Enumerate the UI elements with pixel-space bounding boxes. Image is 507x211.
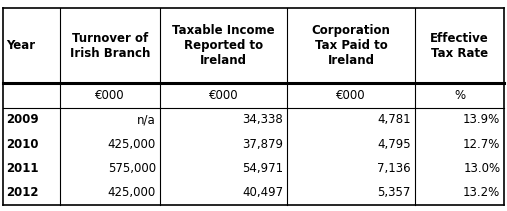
Text: 4,781: 4,781 [377, 113, 411, 126]
Text: 40,497: 40,497 [242, 186, 283, 199]
Text: 2009: 2009 [7, 113, 39, 126]
Text: Year: Year [7, 39, 35, 52]
Text: 13.9%: 13.9% [463, 113, 500, 126]
Text: 4,795: 4,795 [377, 138, 411, 150]
Text: €000: €000 [336, 89, 366, 102]
Text: 13.2%: 13.2% [463, 186, 500, 199]
Text: 2011: 2011 [7, 162, 39, 175]
Text: 12.7%: 12.7% [463, 138, 500, 150]
Text: 2010: 2010 [7, 138, 39, 150]
Text: 575,000: 575,000 [107, 162, 156, 175]
Text: 425,000: 425,000 [107, 186, 156, 199]
Text: Effective
Tax Rate: Effective Tax Rate [430, 32, 489, 60]
Text: 7,136: 7,136 [377, 162, 411, 175]
Text: n/a: n/a [137, 113, 156, 126]
Text: 13.0%: 13.0% [463, 162, 500, 175]
Text: 34,338: 34,338 [243, 113, 283, 126]
Text: 425,000: 425,000 [107, 138, 156, 150]
Text: €000: €000 [95, 89, 125, 102]
Text: 5,357: 5,357 [378, 186, 411, 199]
Text: Turnover of
Irish Branch: Turnover of Irish Branch [69, 32, 150, 60]
Text: 37,879: 37,879 [242, 138, 283, 150]
Text: Taxable Income
Reported to
Ireland: Taxable Income Reported to Ireland [172, 24, 275, 67]
Text: €000: €000 [209, 89, 238, 102]
Text: 2012: 2012 [7, 186, 39, 199]
Text: Corporation
Tax Paid to
Ireland: Corporation Tax Paid to Ireland [312, 24, 390, 67]
Text: 54,971: 54,971 [242, 162, 283, 175]
Text: %: % [454, 89, 465, 102]
